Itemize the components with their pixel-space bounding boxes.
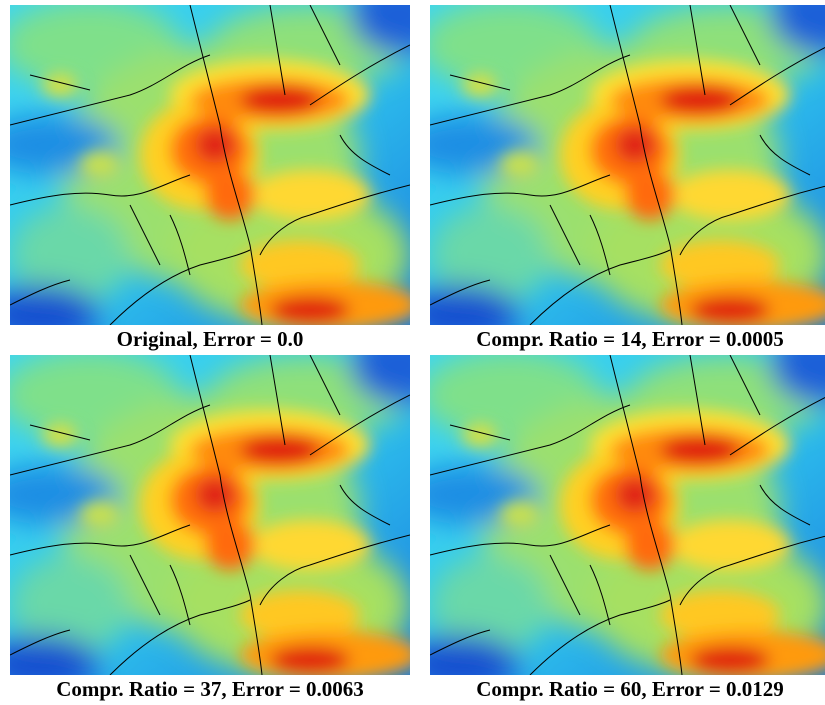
figure: Original, Error = 0.0 Compr. Ratio = 14,… <box>0 0 825 705</box>
heatmap-image <box>400 325 825 695</box>
heatmap-image <box>400 0 825 345</box>
panel-caption: Compr. Ratio = 60, Error = 0.0129 <box>476 677 784 701</box>
panel-caption: Original, Error = 0.0 <box>117 327 304 351</box>
page: Original, Error = 0.0 Compr. Ratio = 14,… <box>0 0 825 705</box>
heatmap-image <box>0 0 450 345</box>
panel-caption: Compr. Ratio = 14, Error = 0.0005 <box>476 327 784 351</box>
panel-caption: Compr. Ratio = 37, Error = 0.0063 <box>56 677 364 701</box>
heatmap-image <box>0 325 450 695</box>
